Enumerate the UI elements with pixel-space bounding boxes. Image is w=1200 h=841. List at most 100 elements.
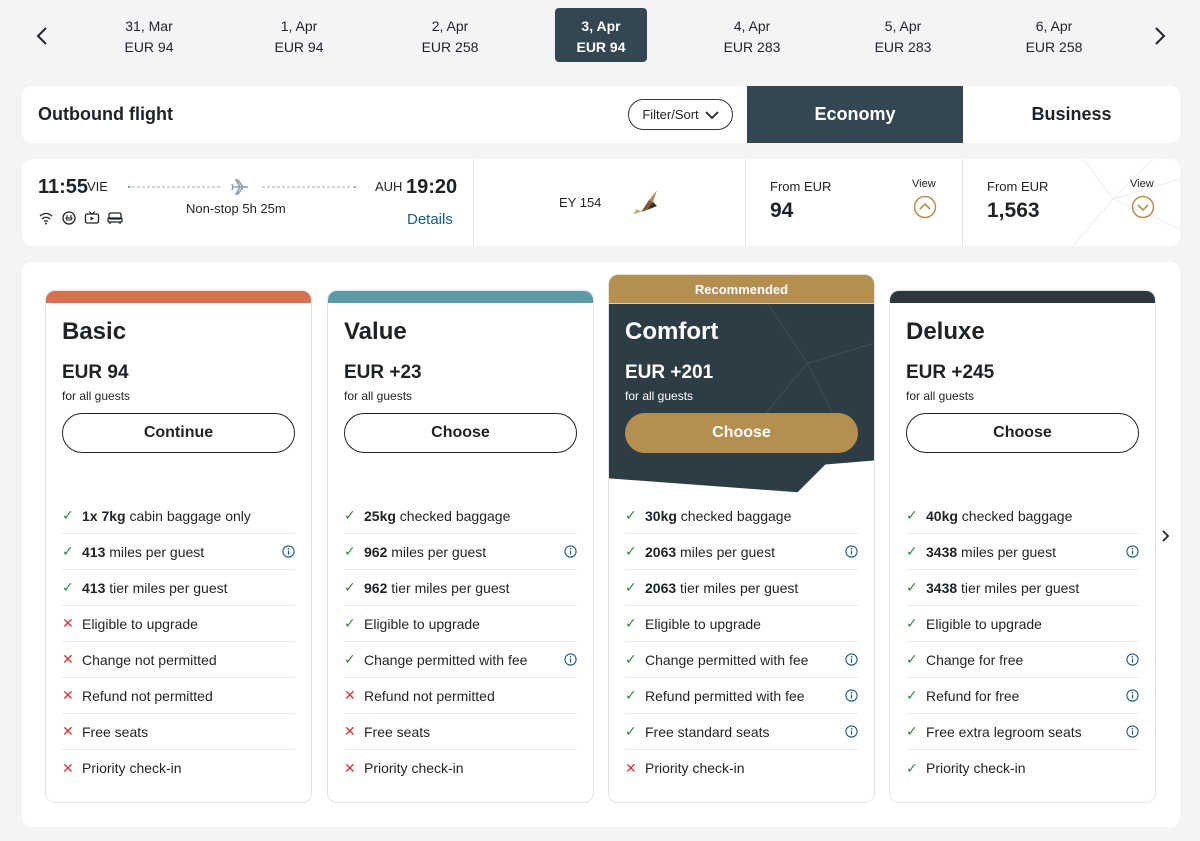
info-icon[interactable] xyxy=(1126,689,1139,702)
date-label: 1, Apr xyxy=(280,18,318,34)
fare-price-note: for all guests xyxy=(62,389,131,403)
fare-price: EUR 94 xyxy=(62,362,129,383)
info-icon[interactable] xyxy=(845,545,858,558)
feature-item: ✓ Priority check-in xyxy=(906,750,1139,786)
feature-label: checked baggage xyxy=(395,507,511,524)
economy-fare-toggle[interactable]: From EUR 94 View xyxy=(746,159,962,246)
feature-text: Refund not permitted xyxy=(82,688,213,704)
cross-icon: ✕ xyxy=(62,687,74,703)
feature-text: Free standard seats xyxy=(645,724,770,740)
date-label: 3, Apr xyxy=(581,18,621,34)
feature-item: ✓ 413 tier miles per guest xyxy=(62,570,295,606)
date-item-3-apr-selected[interactable]: 3, Apr EUR 94 xyxy=(555,8,647,62)
check-icon: ✓ xyxy=(906,507,918,523)
info-icon[interactable] xyxy=(1126,725,1139,738)
feature-list: ✓ 40kg checked baggage ✓ 3438 miles per gue… xyxy=(906,498,1139,786)
feature-highlight: 413 xyxy=(82,543,106,560)
seat-icon xyxy=(107,210,123,226)
chevron-right-icon[interactable] xyxy=(1158,526,1174,546)
cross-icon: ✕ xyxy=(344,687,356,703)
cross-icon: ✕ xyxy=(625,759,637,776)
feature-list: ✓ 1x 7kg cabin baggage only ✓ 413 miles per… xyxy=(62,498,295,786)
flight-duration: Non-stop 5h 25m xyxy=(186,201,286,216)
date-label: 6, Apr xyxy=(1035,18,1073,34)
date-item-1-apr[interactable]: 1, Apr EUR 94 xyxy=(253,8,345,62)
info-icon[interactable] xyxy=(1126,545,1139,558)
date-item-4-apr[interactable]: 4, Apr EUR 283 xyxy=(706,8,798,62)
feature-label: Free seats xyxy=(364,723,431,740)
previous-dates-button[interactable] xyxy=(30,22,54,50)
feature-label: miles per guest xyxy=(387,543,487,560)
info-icon[interactable] xyxy=(564,545,577,558)
feature-label: Change for free xyxy=(926,651,1024,668)
feature-text: 962 miles per guest xyxy=(364,544,486,560)
tab-economy[interactable]: Economy xyxy=(747,86,963,143)
feature-text: Priority check-in xyxy=(364,760,464,776)
cross-icon: ✕ xyxy=(344,723,356,739)
business-fare-toggle[interactable]: From EUR 1,563 View xyxy=(963,159,1180,246)
info-icon[interactable] xyxy=(564,653,577,666)
fare-name: Basic xyxy=(62,318,127,345)
flight-details-link[interactable]: Details xyxy=(407,211,453,228)
check-icon: ✓ xyxy=(62,543,74,559)
chevron-down-circle-icon xyxy=(1131,195,1155,219)
card-color-stripe xyxy=(890,291,1155,303)
info-icon[interactable] xyxy=(282,545,295,558)
feature-text: 3438 tier miles per guest xyxy=(926,580,1079,596)
feature-item: ✕ Priority check-in xyxy=(344,750,577,786)
feature-highlight: 413 xyxy=(82,579,106,596)
decorative-lines xyxy=(1072,159,1180,246)
info-icon[interactable] xyxy=(845,653,858,666)
feature-text: Refund not permitted xyxy=(364,688,495,704)
feature-list: ✓ 25kg checked baggage ✓ 962 miles per gues… xyxy=(344,498,577,786)
feature-item: ✕ Free seats xyxy=(62,714,295,750)
airline-logo-icon xyxy=(633,190,657,214)
next-dates-button[interactable] xyxy=(1148,22,1172,50)
date-label: 2, Apr xyxy=(431,18,469,34)
feature-item: ✓ 40kg checked baggage xyxy=(906,498,1139,534)
info-icon[interactable] xyxy=(1126,653,1139,666)
economy-from-label: From EUR xyxy=(770,179,832,194)
outbound-header: Outbound flight Filter/Sort Economy Busi… xyxy=(22,86,1180,143)
date-price: EUR 258 xyxy=(421,39,479,55)
power-icon xyxy=(61,210,77,226)
info-icon[interactable] xyxy=(845,725,858,738)
check-icon: ✓ xyxy=(906,615,918,631)
date-item-6-apr[interactable]: 6, Apr EUR 258 xyxy=(1008,8,1100,62)
feature-label: Free seats xyxy=(82,723,149,740)
choose-value-button[interactable]: Choose xyxy=(344,413,577,453)
fare-price: EUR +201 xyxy=(625,362,714,383)
tab-business[interactable]: Business xyxy=(1031,104,1112,124)
feature-text: 413 tier miles per guest xyxy=(82,580,228,596)
departure-time: 11:55 xyxy=(38,176,89,198)
feature-text: Refund permitted with fee xyxy=(645,688,805,704)
feature-highlight: 3438 xyxy=(926,543,958,560)
feature-item: ✕ Refund not permitted xyxy=(344,678,577,714)
feature-item: ✓ Refund for free xyxy=(906,678,1139,714)
continue-basic-button[interactable]: Continue xyxy=(62,413,295,453)
feature-highlight: 40kg xyxy=(926,507,958,524)
info-icon[interactable] xyxy=(845,689,858,702)
date-item-31-mar[interactable]: 31, Mar EUR 94 xyxy=(103,8,195,62)
flight-row: 11:55 VIE Non-stop 5h 25m AUH 19:20 Deta… xyxy=(22,159,1180,246)
date-item-5-apr[interactable]: 5, Apr EUR 283 xyxy=(857,8,949,62)
feature-text: Refund for free xyxy=(926,688,1019,704)
filter-sort-button[interactable]: Filter/Sort xyxy=(628,99,733,130)
feature-text: Eligible to upgrade xyxy=(645,616,761,632)
feature-item: ✓ Free extra legroom seats xyxy=(906,714,1139,750)
card-color-stripe xyxy=(328,291,593,303)
date-strip: 31, Mar EUR 94 1, Apr EUR 94 2, Apr EUR … xyxy=(0,0,1200,72)
feature-label: Free standard seats xyxy=(645,723,770,740)
feature-text: Eligible to upgrade xyxy=(82,616,198,632)
choose-deluxe-button[interactable]: Choose xyxy=(906,413,1139,453)
feature-item: ✓ 413 miles per guest xyxy=(62,534,295,570)
feature-label: Eligible to upgrade xyxy=(645,615,761,632)
feature-item: ✓ 2063 tier miles per guest xyxy=(625,570,858,606)
chevron-left-icon xyxy=(36,27,47,45)
fare-name: Comfort xyxy=(625,318,719,345)
date-item-2-apr[interactable]: 2, Apr EUR 258 xyxy=(404,8,496,62)
choose-comfort-button[interactable]: Choose xyxy=(625,413,858,453)
check-icon: ✓ xyxy=(62,579,74,595)
feature-item: ✓ 25kg checked baggage xyxy=(344,498,577,534)
divider xyxy=(745,159,746,246)
